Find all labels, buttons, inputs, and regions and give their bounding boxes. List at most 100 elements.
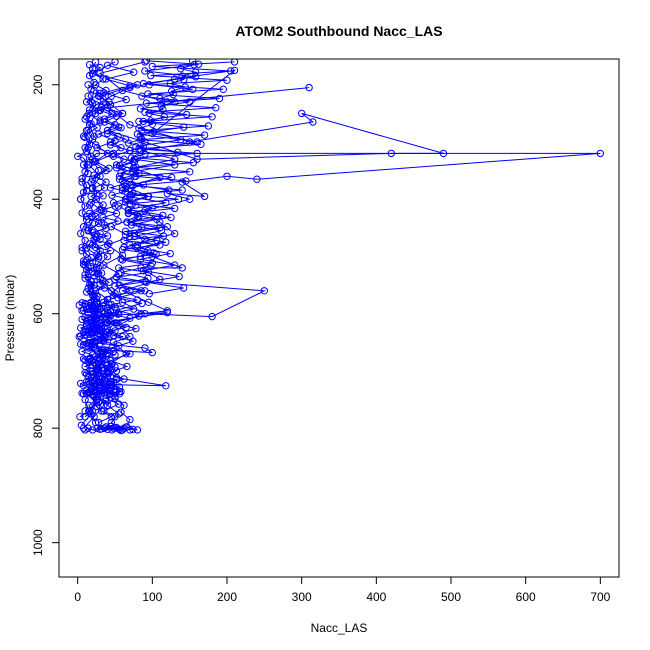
data-point [79, 132, 88, 141]
data-point [121, 198, 130, 206]
data-point [84, 327, 92, 335]
data-point [96, 116, 104, 124]
data-point [100, 184, 109, 192]
data-point [126, 350, 134, 358]
data-point [197, 140, 205, 149]
data-point [74, 152, 82, 161]
data-point [130, 68, 138, 76]
data-point [193, 138, 201, 146]
data-point [135, 169, 143, 178]
data-point [171, 229, 179, 238]
data-point [118, 186, 127, 195]
data-point [127, 221, 136, 229]
data-point [123, 166, 131, 175]
data-point [103, 295, 112, 304]
data-point [93, 269, 101, 278]
data-point [81, 236, 89, 245]
data-point [123, 362, 131, 371]
data-point [180, 123, 188, 131]
data-point [111, 351, 119, 359]
data-point [133, 244, 142, 252]
data-point [115, 400, 123, 408]
data-point [108, 191, 116, 199]
data-point [298, 109, 306, 118]
data-point [105, 239, 113, 248]
data-point [223, 172, 231, 181]
data-point [132, 324, 140, 333]
data-point [180, 284, 188, 292]
data-point [215, 94, 224, 103]
data-point [87, 192, 95, 201]
data-point [106, 308, 115, 316]
data-point [78, 243, 86, 252]
data-point [118, 332, 127, 341]
data-point [96, 261, 104, 270]
data-point [78, 209, 86, 217]
data-point [81, 261, 89, 269]
data-point [85, 209, 94, 218]
data-point [168, 87, 176, 95]
data-point [90, 304, 98, 312]
data-point [102, 334, 110, 342]
data-point [162, 382, 170, 390]
data-point [82, 318, 91, 326]
data-point [309, 118, 317, 126]
data-point [99, 347, 107, 355]
data-point [126, 415, 134, 424]
data-point [81, 407, 89, 415]
data-point [112, 112, 121, 120]
data-point [87, 281, 95, 289]
data-point [142, 59, 151, 65]
data-point [194, 60, 203, 68]
y-tick-label: 800 [31, 418, 45, 438]
data-point [94, 398, 103, 407]
data-point [99, 95, 107, 103]
data-point [260, 287, 268, 295]
data-point [85, 60, 94, 69]
data-point [138, 92, 146, 100]
data-point [88, 175, 97, 183]
x-tick-label: 100 [142, 590, 162, 604]
data-point [129, 425, 137, 433]
data-point [97, 218, 106, 226]
data-point [93, 189, 101, 198]
data-point [162, 199, 170, 207]
data-point [106, 247, 115, 255]
data-point [133, 426, 142, 434]
data-point [126, 121, 134, 129]
data-point [167, 213, 175, 222]
series-9 [81, 422, 137, 435]
data-point [114, 132, 122, 141]
data-point [130, 232, 139, 241]
data-point [180, 75, 188, 84]
x-tick-label: 400 [366, 590, 386, 604]
data-point [96, 106, 104, 115]
data-point [144, 192, 152, 201]
data-point [82, 390, 91, 398]
data-point [94, 166, 103, 175]
data-point [117, 144, 125, 152]
data-point [177, 136, 185, 144]
data-point [77, 229, 85, 238]
data-point [91, 141, 100, 149]
data-point [97, 206, 106, 214]
data-point [112, 273, 121, 281]
data-point [136, 255, 145, 263]
data-point [85, 304, 94, 312]
data-point [102, 397, 110, 405]
data-point [77, 324, 85, 332]
data-point [91, 212, 100, 221]
data-point [227, 67, 235, 75]
data-point [169, 90, 177, 99]
data-point [142, 99, 151, 107]
data-point [81, 413, 89, 421]
data-point [118, 256, 127, 264]
series-line [98, 98, 184, 295]
data-point [81, 168, 89, 176]
data-point [117, 268, 125, 277]
data-point [124, 209, 133, 218]
data-point [106, 141, 115, 149]
data-point [87, 338, 95, 346]
data-point [100, 261, 108, 269]
